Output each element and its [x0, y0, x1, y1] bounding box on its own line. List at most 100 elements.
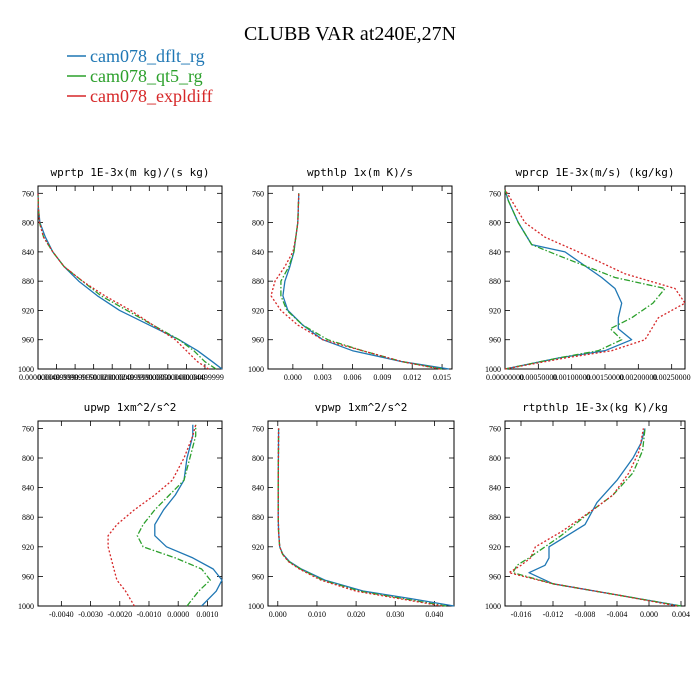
- plot-frame: [37, 420, 223, 607]
- x-tick-label: 0.01500000: [75, 373, 113, 382]
- y-tick-label: 960: [22, 572, 34, 581]
- y-tick-label: 880: [22, 277, 34, 286]
- y-tick-label: 800: [489, 454, 501, 463]
- x-tick-label: 0.00050000: [519, 373, 557, 382]
- x-tick-label: -0.0010: [137, 610, 162, 619]
- y-tick-label: 800: [252, 219, 264, 228]
- plot-frame: [37, 185, 223, 370]
- series-line-cam078_qt5_rg: [136, 424, 211, 607]
- y-tick-label: 1000: [18, 365, 34, 374]
- x-tick-label: 0.020: [347, 610, 365, 619]
- plot-frame: [504, 185, 686, 370]
- y-tick-label: 840: [22, 484, 34, 493]
- x-tick-label: -0.004: [607, 610, 628, 619]
- panel-title: upwp 1xm^2/s^2: [84, 401, 177, 414]
- series-line-cam078_expldiff: [277, 428, 443, 607]
- legend: cam078_dflt_rg cam078_qt5_rg cam078_expl…: [67, 46, 213, 106]
- panel-title: rtpthlp 1E-3x(kg K)/kg: [522, 401, 668, 414]
- x-tick-label: 0.00999999: [56, 373, 94, 382]
- y-tick-label: 840: [22, 248, 34, 257]
- y-tick-label: 840: [252, 484, 264, 493]
- series-line-cam078_expldiff: [504, 189, 686, 370]
- panel-0: wprtp 1E-3x(m kg)/(s kg) 760 800 840 880 920 9…: [18, 166, 224, 382]
- figure-title: CLUBB VAR at240E,27N: [244, 23, 456, 45]
- panel-1: wpthlp 1x(m K)/s 760 800 840 880 920 960 1000 0.…: [248, 166, 453, 382]
- x-tick-label: -0.008: [575, 610, 596, 619]
- x-tick-label: 0.04000000: [167, 373, 205, 382]
- y-tick-label: 1000: [248, 602, 264, 611]
- y-tick-label: 800: [489, 219, 501, 228]
- y-tick-label: 840: [489, 248, 501, 257]
- x-tick-label: 0.004: [672, 610, 690, 619]
- legend-entry-dflt: cam078_dflt_rg: [67, 46, 205, 66]
- x-tick-label: 0.00000000: [19, 373, 57, 382]
- y-tick-label: 760: [252, 424, 264, 433]
- y-tick-label: 880: [489, 277, 501, 286]
- y-tick-label: 880: [252, 513, 264, 522]
- x-tick-label: 0.02499999: [112, 373, 150, 382]
- x-tick-label: 0.00000000: [486, 373, 524, 382]
- panel-5: rtpthlp 1E-3x(kg K)/kg 760 800 840 880 920 960…: [485, 401, 690, 619]
- series-line-cam078_qt5_rg: [277, 428, 447, 607]
- series-line-cam078_qt5_rg: [280, 193, 443, 370]
- y-tick-label: 960: [489, 336, 501, 345]
- y-tick-label: 1000: [248, 365, 264, 374]
- y-tick-label: 1000: [485, 365, 501, 374]
- x-tick-label: 0.015: [433, 373, 451, 382]
- x-tick-label: 0.00200000: [619, 373, 657, 382]
- y-tick-label: 880: [252, 277, 264, 286]
- series-line-cam078_expldiff: [508, 428, 678, 607]
- panels: wprtp 1E-3x(m kg)/(s kg) 760 800 840 880 920 9…: [18, 166, 691, 619]
- x-tick-label: -0.0020: [107, 610, 132, 619]
- x-tick-label: 0.00150000: [586, 373, 624, 382]
- plot-frame: [267, 185, 453, 370]
- y-tick-label: 1000: [18, 602, 34, 611]
- panel-3: upwp 1xm^2/s^2 760 800 840 880 920 960 1000 -0.0…: [18, 401, 223, 619]
- series-line-cam078_qt5_rg: [504, 189, 666, 370]
- y-tick-label: 920: [489, 306, 501, 315]
- series-line-cam078_dflt_rg: [154, 424, 223, 607]
- series-line-cam078_qt5_rg: [37, 193, 217, 370]
- y-tick-label: 960: [252, 336, 264, 345]
- y-tick-label: 1000: [485, 602, 501, 611]
- legend-label-dflt: cam078_dflt_rg: [90, 46, 205, 66]
- y-tick-label: 760: [252, 189, 264, 198]
- y-tick-label: 760: [22, 424, 34, 433]
- series-line-cam078_dflt_rg: [277, 428, 455, 607]
- panel-title: vpwp 1xm^2/s^2: [315, 401, 408, 414]
- x-tick-label: -0.016: [511, 610, 532, 619]
- y-tick-label: 840: [252, 248, 264, 257]
- x-tick-label: 0.03000000: [130, 373, 168, 382]
- series-line-cam078_qt5_rg: [512, 428, 682, 607]
- plot-frame: [504, 420, 686, 607]
- series-line-cam078_dflt_rg: [37, 193, 223, 370]
- x-tick-label: 0.02000000: [93, 373, 131, 382]
- x-tick-label: 0.000: [269, 610, 287, 619]
- series-line-cam078_expldiff: [107, 424, 197, 607]
- x-tick-label: 0.0000: [167, 610, 189, 619]
- plot-frame: [267, 420, 455, 607]
- legend-entry-qt5: cam078_qt5_rg: [67, 66, 203, 86]
- x-tick-label: 0.009: [373, 373, 391, 382]
- x-tick-label: 0.040: [425, 610, 443, 619]
- x-tick-label: 0.00499999: [38, 373, 76, 382]
- y-tick-label: 760: [489, 189, 501, 198]
- panel-title: wprtp 1E-3x(m kg)/(s kg): [51, 166, 210, 179]
- y-tick-label: 920: [22, 543, 34, 552]
- legend-entry-expldiff: cam078_expldiff: [67, 86, 213, 106]
- x-tick-label: 0.03500000: [149, 373, 187, 382]
- y-tick-label: 760: [489, 424, 501, 433]
- y-tick-label: 800: [252, 454, 264, 463]
- x-tick-label: 0.030: [386, 610, 404, 619]
- y-tick-label: 760: [22, 189, 34, 198]
- y-tick-label: 920: [489, 543, 501, 552]
- x-tick-label: 0.0010: [196, 610, 218, 619]
- y-tick-label: 840: [489, 484, 501, 493]
- y-tick-label: 880: [489, 513, 501, 522]
- x-tick-label: 0.012: [403, 373, 421, 382]
- legend-label-expldiff: cam078_expldiff: [90, 86, 213, 106]
- y-tick-label: 960: [489, 572, 501, 581]
- y-tick-label: 960: [252, 572, 264, 581]
- y-tick-label: 920: [252, 306, 264, 315]
